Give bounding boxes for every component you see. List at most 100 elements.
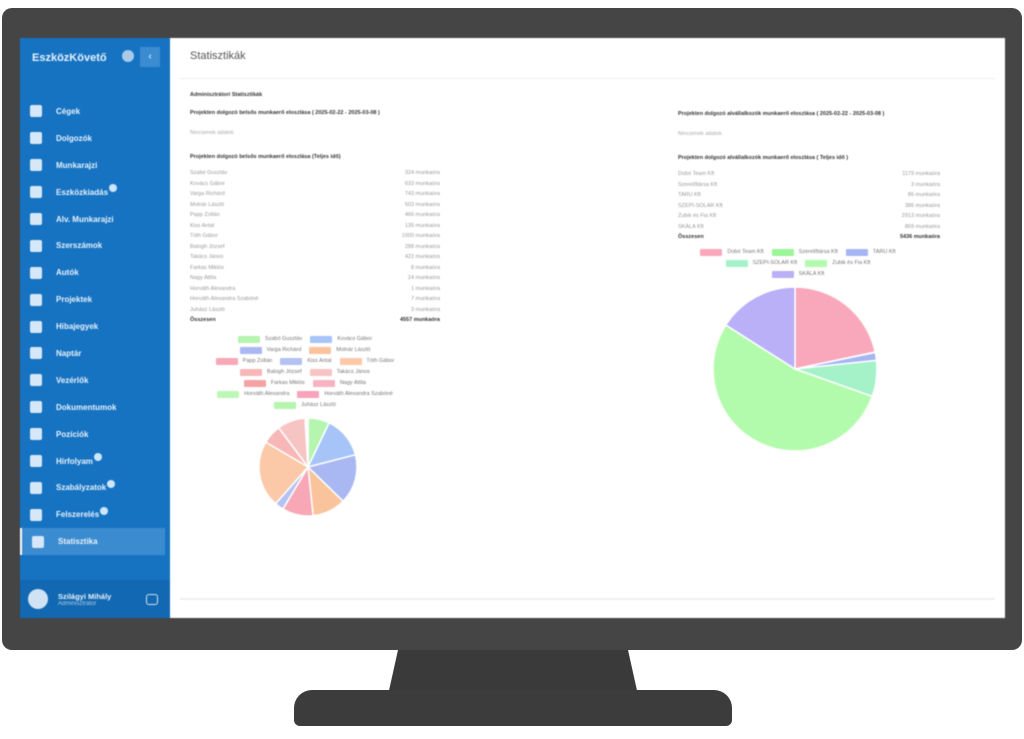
legend-item[interactable]: Horváth Alexandra [217, 390, 290, 398]
legend-item[interactable]: Takács János [309, 368, 370, 376]
pie-slice[interactable] [258, 440, 310, 505]
sidebar-item[interactable]: Naptár [20, 340, 170, 367]
pie-slice[interactable] [306, 453, 358, 502]
monitor-stand-base [294, 690, 732, 726]
row-name: Horváth Alexandra [190, 285, 236, 292]
legend-label: Varga Richárd [266, 347, 302, 353]
sidebar-item[interactable]: Autók [20, 259, 170, 286]
screen: EszközKövető ‹ Cégek Dolgozók Munkarajzi Es… [20, 38, 1005, 618]
sidebar-item[interactable]: Eszközkiadás [20, 179, 170, 206]
legend-swatch [312, 379, 335, 387]
sidebar-item-label: Vezérlők [56, 375, 89, 385]
sidebar-item[interactable]: Statisztika [20, 528, 165, 556]
sidebar-item[interactable]: Cégek [20, 98, 170, 125]
nav-icon [30, 159, 42, 172]
logout-icon[interactable] [146, 594, 158, 605]
legend-label: Horváth Alexandra Szabóné [324, 391, 393, 397]
divider [180, 78, 995, 79]
legend-item[interactable]: Szabó Gusztáv [237, 335, 302, 343]
legend-item[interactable]: Dobó Team Kft [700, 248, 764, 256]
row-name: SZEPI-SOLAR Kft [678, 202, 723, 209]
row-value: 324 munkaóra [404, 170, 440, 176]
legend-swatch [239, 346, 262, 354]
legend-item[interactable]: Molnár László [309, 346, 371, 354]
sidebar-item-label: Szerszámok [56, 241, 103, 251]
legend-item[interactable]: Horváth Alexandra Szabóné [297, 390, 393, 398]
legend-label: Horváth Alexandra [244, 391, 290, 397]
legend-item[interactable]: Szerelőtársa Kft [771, 248, 838, 256]
pie-slice[interactable] [724, 285, 796, 370]
legend-item[interactable]: Kiss Antal [280, 357, 332, 365]
table-row: Horváth Alexandra 1 munkaóra [190, 286, 440, 297]
notification-badge [109, 184, 118, 193]
legend-item[interactable]: TARU Kft [845, 248, 896, 256]
row-value: 8 munkaóra [410, 264, 440, 271]
legend-label: Papp Zoltán [242, 358, 273, 364]
legend-item[interactable]: Varga Richárd [239, 346, 302, 354]
row-name: Balogh József [190, 243, 225, 250]
sidebar-item[interactable]: Hibajegyek [20, 313, 170, 340]
legend-item[interactable]: Juhász László [274, 401, 336, 409]
legend-swatch [771, 248, 794, 256]
brand-logo[interactable]: EszközKövető [32, 52, 107, 64]
sidebar-item[interactable]: Projektek [20, 286, 170, 313]
table-row: Molnár László 503 munkaóra [190, 202, 440, 213]
collapse-sidebar-button[interactable]: ‹ [140, 47, 160, 67]
sidebar-item[interactable]: Munkarajzi [20, 152, 170, 179]
table-row: Tóth Gábor 1000 munkaóra [190, 233, 440, 244]
row-value: 503 munkaóra [404, 201, 440, 208]
row-name: Nagy Attila [190, 275, 217, 281]
legend-swatch [243, 379, 266, 387]
sidebar-item[interactable]: Alv. Munkarajzi [20, 206, 170, 233]
total-label: Összesen [190, 317, 216, 323]
sidebar-item[interactable]: Vezérlők [20, 367, 170, 394]
legend-item[interactable]: Papp Zoltán [215, 357, 273, 365]
legend-item[interactable]: SZEPI-SOLAR Kft [725, 259, 797, 267]
nav-icon [30, 320, 42, 333]
sidebar-item[interactable]: Dokumentumok [20, 394, 170, 421]
total-row: Összesen 4557 munkaóra [190, 317, 440, 328]
legend-item[interactable]: SKÁLA Kft [771, 270, 824, 278]
pie-slice[interactable] [712, 323, 874, 452]
legend-swatch [280, 357, 303, 365]
sidebar-item[interactable]: Pozíciók [20, 421, 170, 448]
nav-icon [30, 401, 42, 414]
row-value: 2913 munkaóra [901, 213, 940, 219]
row-name: Farkas Miklós [190, 264, 224, 271]
sidebar-item[interactable]: Felszerelés [20, 501, 170, 528]
legend-item[interactable]: Balogh József [240, 368, 302, 376]
legend-label: Zubik és Fia Kft [832, 260, 871, 266]
row-value: 743 munkaóra [404, 191, 440, 197]
row-value: 466 munkaóra [404, 212, 440, 218]
legend-label: Kiss Antal [307, 358, 332, 364]
nav-icon [30, 132, 42, 145]
sidebar-item-label: Statisztika [58, 537, 98, 547]
total-value: 5436 munkaóra [899, 234, 940, 240]
legend-label: Tóth Gábor [366, 358, 395, 364]
row-name: TARU Kft [678, 192, 701, 198]
row-name: Szabó Gusztáv [190, 170, 228, 176]
nav-icon [30, 239, 42, 252]
nav-icon [30, 105, 42, 118]
nav-icon [30, 455, 42, 468]
avatar[interactable] [28, 589, 48, 609]
sidebar-item-label: Naptár [56, 348, 82, 358]
period-section-title: Projekten dolgozó alvállalkozók munkaerő… [678, 111, 885, 117]
sidebar-item[interactable]: Szabályzatok [20, 474, 170, 501]
row-value: 422 munkaóra [404, 254, 440, 260]
legend-item[interactable]: Zubik és Fia Kft [805, 259, 871, 267]
legend-item[interactable]: Kovács Gábor [310, 335, 372, 343]
sidebar-item[interactable]: Hírfolyam [20, 448, 170, 475]
gear-icon[interactable] [122, 50, 134, 62]
row-name: Papp Zoltán [190, 212, 220, 218]
legend-item[interactable]: Nagy Attila [312, 379, 366, 387]
nav-icon [30, 347, 42, 360]
legend-swatch [771, 270, 794, 278]
legend-item[interactable]: Tóth Gábor [339, 357, 395, 365]
row-value: 3 munkaóra [410, 306, 440, 313]
pie-slice[interactable] [794, 285, 877, 370]
legend-item[interactable]: Farkas Miklós [243, 379, 305, 387]
user-role: Adminisztrátor [58, 600, 97, 607]
sidebar-item[interactable]: Szerszámok [20, 232, 170, 259]
sidebar-item[interactable]: Dolgozók [20, 125, 170, 152]
